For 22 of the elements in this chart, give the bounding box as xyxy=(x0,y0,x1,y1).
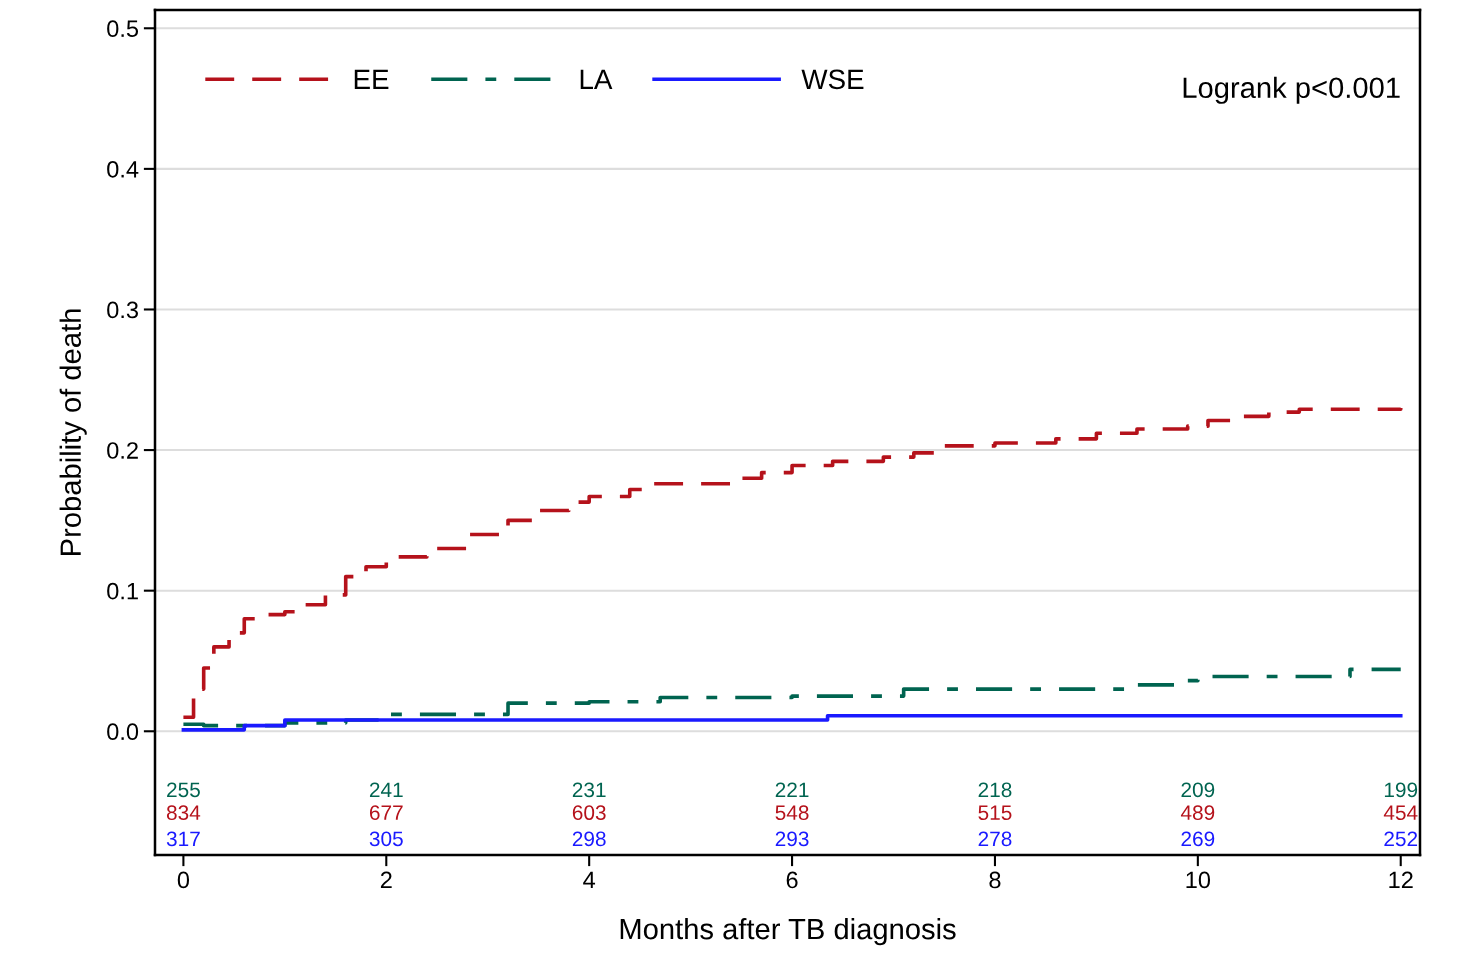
legend-label: EE xyxy=(354,69,389,89)
x-tick-label: 12 xyxy=(1389,871,1413,889)
x-tick-label: 6 xyxy=(786,871,798,889)
legend-label: WSE xyxy=(801,69,864,90)
x-tick-label: 0 xyxy=(177,871,190,889)
y-axis-title: Probability of death xyxy=(59,309,87,555)
y-tick-label: 0.5 xyxy=(107,20,139,38)
x-tick-label: 2 xyxy=(380,871,392,889)
y-tick-label: 0.3 xyxy=(107,301,138,319)
y-tick-label: 0.4 xyxy=(107,160,139,178)
x-axis-title: Months after TB diagnosis xyxy=(620,917,956,946)
text: 834 677 603 548 515 489 454 xyxy=(166,805,1418,821)
text: 317 305 298 293 278 269 252 xyxy=(166,831,1418,847)
y-tick-label: 0.1 xyxy=(107,582,138,600)
x-tick-label: 10 xyxy=(1186,871,1211,889)
y-tick-label: 0.2 xyxy=(107,442,138,459)
x-tick-label: 8 xyxy=(989,871,1001,889)
legend-label: LA xyxy=(580,69,613,89)
text: 255 241 231 221 218 209 199 xyxy=(167,782,1418,798)
y-tick-label: 0.0 xyxy=(107,723,139,741)
annotation: Logrank p<0.001 xyxy=(1183,76,1400,104)
x-tick-label: 4 xyxy=(583,871,596,889)
